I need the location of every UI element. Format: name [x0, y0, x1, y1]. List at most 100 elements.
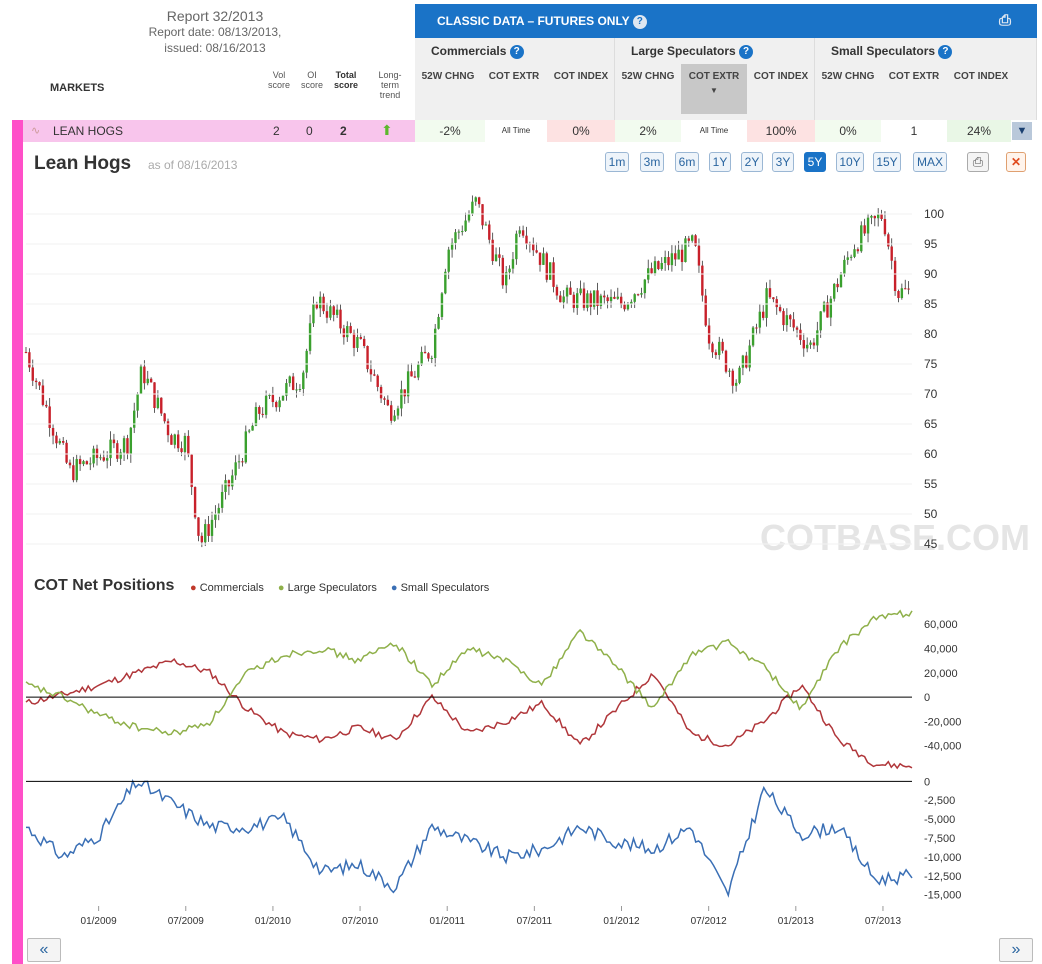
- small-spec-tick: -7,500: [924, 833, 955, 845]
- next-button[interactable]: »: [999, 938, 1033, 962]
- candle: [143, 366, 146, 384]
- candle: [613, 296, 616, 299]
- small-spec-tick: -5,000: [924, 814, 955, 826]
- candle: [349, 326, 352, 333]
- candle: [802, 340, 805, 349]
- print-chart-icon[interactable]: ⎙: [967, 152, 989, 172]
- candle: [126, 438, 129, 454]
- candle: [362, 338, 366, 347]
- candle: [190, 454, 193, 488]
- candle: [170, 435, 173, 445]
- candle: [599, 295, 603, 306]
- candle: [883, 219, 887, 235]
- range-2y[interactable]: 2Y: [741, 152, 763, 172]
- candle: [288, 376, 291, 384]
- range-15y[interactable]: 15Y: [873, 152, 901, 172]
- candle: [758, 311, 762, 328]
- legend-item[interactable]: ● Large Speculators: [278, 582, 377, 594]
- help-icon[interactable]: ?: [509, 44, 524, 59]
- candle: [65, 442, 68, 463]
- candle: [893, 260, 897, 292]
- col-cot-index[interactable]: COT INDEX: [953, 71, 1009, 82]
- candle: [149, 378, 153, 383]
- candle: [694, 235, 697, 246]
- col-cot-extr-selected[interactable]: COT EXTR ▼: [681, 64, 747, 114]
- candle: [792, 319, 795, 328]
- range-6m[interactable]: 6m: [675, 152, 699, 172]
- candle: [210, 519, 214, 536]
- candle: [352, 332, 356, 348]
- candle: [805, 344, 809, 349]
- prev-button[interactable]: «: [27, 938, 61, 962]
- candle: [342, 328, 346, 338]
- candle: [95, 448, 99, 458]
- candle: [863, 225, 866, 234]
- candle: [819, 311, 822, 331]
- candle: [630, 301, 633, 304]
- candle: [870, 215, 873, 218]
- candle: [873, 215, 877, 219]
- price-tick: 70: [924, 387, 938, 401]
- candle: [849, 256, 853, 258]
- col-cot-index[interactable]: COT INDEX: [553, 71, 609, 82]
- col-52w[interactable]: 52W CHNG: [821, 71, 875, 82]
- candle: [897, 291, 900, 299]
- group-small-spec: Small Speculators: [831, 44, 936, 58]
- market-name[interactable]: LEAN HOGS: [53, 124, 124, 138]
- candle: [24, 352, 28, 353]
- expand-arrow-icon[interactable]: ▼: [1012, 122, 1032, 140]
- vol-score: 2: [273, 124, 280, 138]
- candle: [268, 394, 271, 396]
- candle: [538, 252, 542, 265]
- candle: [477, 197, 481, 205]
- candle: [444, 271, 447, 294]
- range-3y[interactable]: 3Y: [772, 152, 794, 172]
- candle: [386, 399, 390, 406]
- candle: [450, 242, 454, 250]
- sspec-52w: 0%: [815, 120, 881, 142]
- candle: [116, 443, 119, 459]
- help-icon[interactable]: ?: [632, 14, 647, 29]
- col-cot-extr[interactable]: COT EXTR: [888, 71, 940, 82]
- candle: [82, 461, 85, 465]
- series-commercials: [25, 657, 913, 770]
- candle: [227, 480, 231, 487]
- legend-item[interactable]: ● Commercials: [190, 582, 264, 594]
- candle: [853, 249, 856, 257]
- range-3m[interactable]: 3m: [640, 152, 664, 172]
- candle: [420, 351, 423, 365]
- range-5y[interactable]: 5Y: [804, 152, 826, 172]
- candle: [728, 370, 731, 372]
- close-icon[interactable]: ✕: [1006, 152, 1026, 172]
- price-tick: 60: [924, 447, 938, 461]
- candle: [224, 480, 227, 492]
- help-icon[interactable]: ?: [938, 44, 953, 59]
- candle: [657, 261, 660, 270]
- candle: [559, 295, 562, 303]
- col-52w[interactable]: 52W CHNG: [421, 71, 475, 82]
- date-tick: 01/2010: [255, 916, 292, 927]
- col-52w[interactable]: 52W CHNG: [621, 71, 675, 82]
- print-icon[interactable]: ⎙: [998, 12, 1011, 29]
- range-10y[interactable]: 10Y: [836, 152, 864, 172]
- date-tick: 07/2013: [865, 916, 902, 927]
- candle: [119, 452, 122, 459]
- col-cot-index[interactable]: COT INDEX: [753, 71, 809, 82]
- total-score: 2: [340, 124, 347, 138]
- candle: [745, 355, 748, 368]
- report-info: Report 32/2013 Report date: 08/13/2013, …: [120, 8, 310, 56]
- col-cot-extr[interactable]: COT EXTR: [488, 71, 540, 82]
- candle: [430, 357, 434, 359]
- legend-item[interactable]: ● Small Speculators: [391, 582, 489, 594]
- cot-title: COT Net Positions: [34, 577, 175, 594]
- market-row[interactable]: ∿ LEAN HOGS 2 0 2 ⬆: [23, 120, 415, 142]
- help-icon[interactable]: ?: [739, 44, 754, 59]
- candle: [437, 317, 440, 329]
- candle: [552, 262, 555, 287]
- range-1y[interactable]: 1Y: [709, 152, 731, 172]
- price-tick: 75: [924, 357, 938, 371]
- range-max[interactable]: MAX: [913, 152, 947, 172]
- range-1m[interactable]: 1m: [605, 152, 629, 172]
- small-spec-tick: -15,000: [924, 890, 961, 902]
- candle: [812, 342, 816, 346]
